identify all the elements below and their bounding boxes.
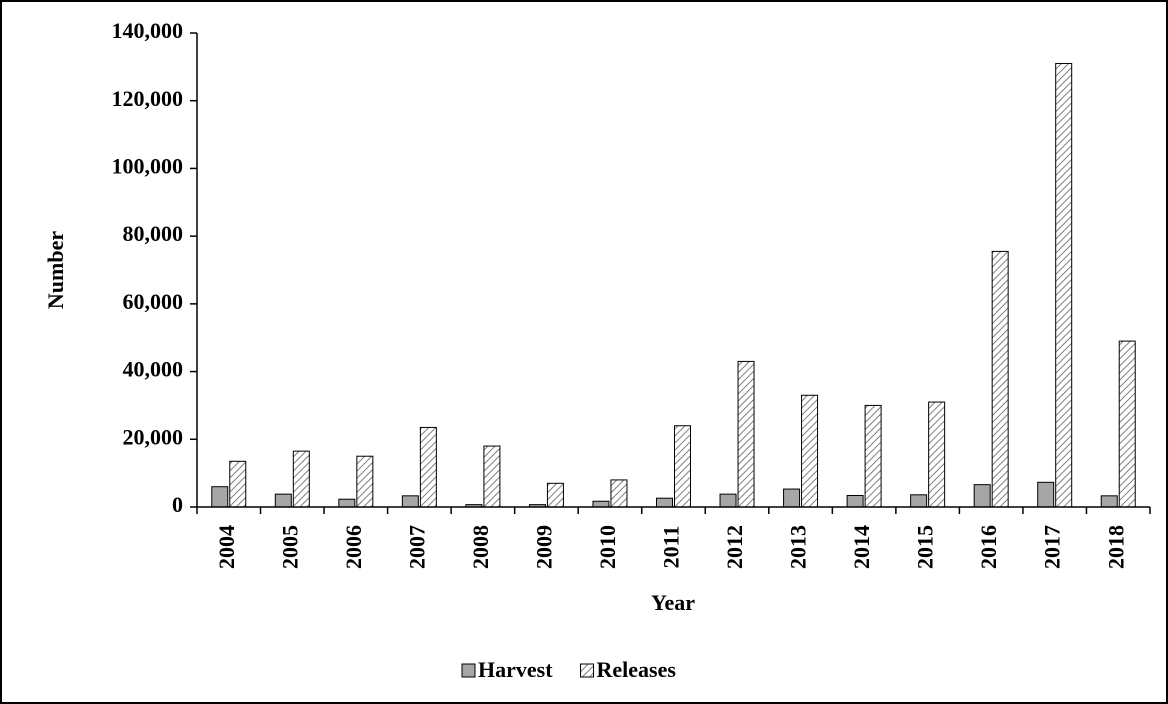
- bar: [719, 493, 737, 508]
- x-tick-label: 2011: [659, 526, 684, 569]
- y-tick-label: 80,000: [123, 221, 184, 246]
- x-tick-label: 2006: [341, 525, 366, 569]
- x-tick-label: 2015: [913, 525, 938, 569]
- x-tick-label: 2007: [404, 525, 429, 569]
- x-tick-label: 2013: [786, 525, 811, 569]
- y-axis-label: Number: [43, 231, 68, 309]
- bar: [783, 488, 801, 508]
- x-tick-label: 2009: [531, 525, 556, 569]
- y-tick-label: 0: [172, 492, 183, 517]
- x-tick-label: 2005: [277, 525, 302, 569]
- x-tick-label: 2018: [1103, 525, 1128, 569]
- bar: [1100, 495, 1118, 508]
- bar: [356, 455, 374, 508]
- legend-swatch: [580, 663, 595, 678]
- x-tick-label: 2016: [976, 525, 1001, 569]
- bar: [546, 482, 564, 508]
- bar: [1055, 62, 1073, 508]
- bar: [910, 494, 928, 508]
- bar: [483, 445, 501, 508]
- bar: [674, 425, 691, 508]
- x-tick-label: 2004: [214, 525, 239, 569]
- bar: [211, 486, 229, 508]
- y-tick-label: 100,000: [112, 153, 184, 178]
- bar: [274, 493, 292, 508]
- bar: [973, 484, 991, 508]
- x-tick-label: 2012: [722, 525, 747, 569]
- x-axis-label: Year: [651, 590, 695, 615]
- bar: [1118, 340, 1136, 508]
- bar: [846, 494, 864, 508]
- y-tick-label: 20,000: [123, 424, 184, 449]
- y-tick-label: 120,000: [112, 86, 184, 111]
- x-tick-label: 2010: [595, 525, 620, 569]
- bar: [928, 401, 946, 508]
- y-tick-label: 140,000: [112, 18, 184, 43]
- bar: [864, 404, 882, 508]
- bar: [801, 394, 819, 508]
- legend-label: Releases: [597, 657, 677, 682]
- bar: [610, 479, 628, 508]
- bar: [1037, 481, 1055, 508]
- bar: [991, 250, 1009, 508]
- bar: [229, 460, 247, 508]
- bar: [401, 495, 419, 508]
- legend-label: Harvest: [478, 657, 553, 682]
- y-tick-label: 40,000: [123, 357, 184, 382]
- bar: [292, 450, 310, 508]
- x-tick-label: 2017: [1040, 525, 1065, 569]
- bar: [419, 426, 437, 508]
- bar: [737, 360, 755, 508]
- x-tick-label: 2014: [849, 525, 874, 569]
- bar: [592, 500, 610, 508]
- legend-swatch: [461, 663, 476, 678]
- bar: [338, 498, 356, 508]
- bar: [656, 497, 673, 508]
- x-tick-label: 2008: [468, 525, 493, 569]
- y-tick-label: 60,000: [123, 289, 184, 314]
